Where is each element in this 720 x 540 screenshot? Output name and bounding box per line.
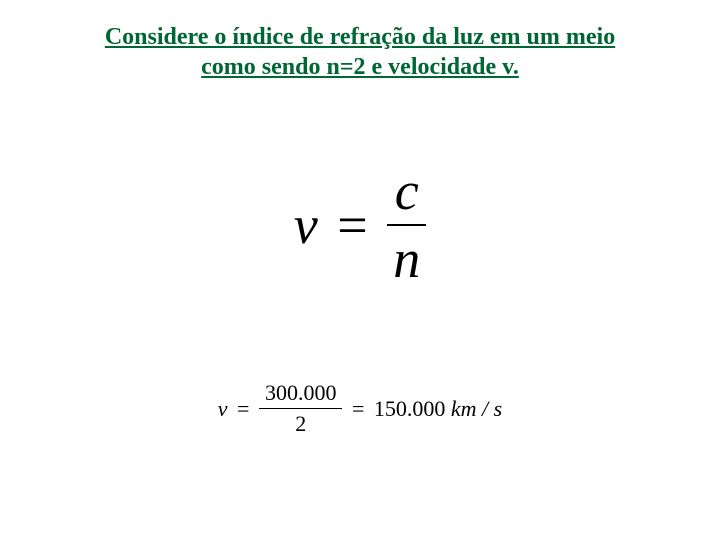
equation-main: v = c n: [0, 160, 720, 290]
slide: Considere o índice de refração da luz em…: [0, 0, 720, 540]
eq2-result-unit: km / s: [451, 396, 502, 422]
eq1-denominator: n: [387, 224, 426, 290]
eq1-fraction: c n: [387, 160, 426, 290]
title-line-2: como sendo n=2 e velocidade v.: [201, 54, 519, 80]
equation-numeric: v = 300.000 2 = 150.000 km / s: [0, 380, 720, 437]
eq2-fraction: 300.000 2: [259, 380, 343, 437]
eq2-equals-2: =: [352, 396, 364, 422]
eq2-denominator: 2: [259, 408, 343, 437]
eq2-numerator: 300.000: [259, 380, 343, 408]
eq1-equals: =: [337, 194, 367, 256]
title-line-1: Considere o índice de refração da luz em…: [105, 24, 615, 50]
eq2-equals-1: =: [237, 396, 249, 422]
slide-title: Considere o índice de refração da luz em…: [0, 22, 720, 82]
eq2-lhs-var: v: [218, 396, 228, 422]
eq1-numerator: c: [387, 160, 426, 224]
eq2-result-value: 150.000: [374, 396, 446, 422]
eq1-lhs-var: v: [294, 194, 318, 256]
